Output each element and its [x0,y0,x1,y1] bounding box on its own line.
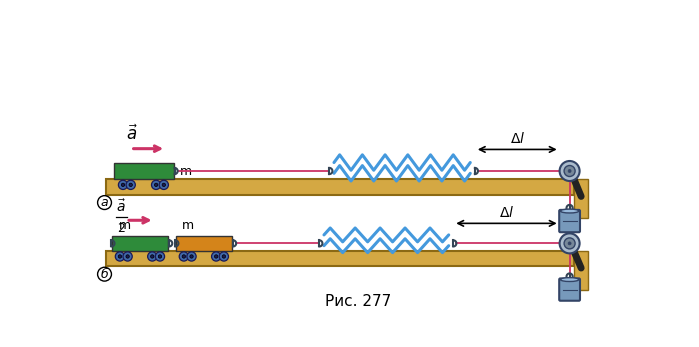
Text: $\vec{a}$: $\vec{a}$ [116,198,127,215]
Circle shape [215,255,218,258]
FancyBboxPatch shape [559,278,580,301]
Circle shape [154,183,158,187]
FancyBboxPatch shape [574,179,588,218]
Circle shape [155,252,164,261]
Circle shape [123,252,132,261]
Circle shape [118,180,128,189]
Circle shape [564,166,575,177]
Circle shape [150,255,154,258]
Ellipse shape [561,278,579,281]
Text: а: а [101,196,108,209]
Circle shape [222,255,226,258]
Circle shape [122,183,124,187]
Circle shape [568,169,571,172]
Circle shape [147,252,157,261]
Text: Рис. 277: Рис. 277 [325,294,391,308]
Circle shape [212,252,221,261]
FancyBboxPatch shape [113,236,168,251]
Circle shape [115,252,124,261]
Text: 2: 2 [117,222,125,235]
Text: m: m [118,219,131,232]
Ellipse shape [561,209,579,213]
Text: $\vec{a}$: $\vec{a}$ [126,125,138,144]
Circle shape [126,180,136,189]
Circle shape [179,252,189,261]
Circle shape [152,180,161,189]
Circle shape [568,242,571,245]
Circle shape [560,234,579,253]
Text: m: m [182,219,194,232]
FancyBboxPatch shape [559,210,580,232]
FancyBboxPatch shape [176,236,232,251]
Text: $\Delta l$: $\Delta l$ [499,205,514,220]
Circle shape [159,180,168,189]
Text: m: m [180,164,192,178]
Text: $\Delta l$: $\Delta l$ [510,132,525,146]
Circle shape [118,255,122,258]
Circle shape [126,255,129,258]
Circle shape [564,238,575,249]
FancyBboxPatch shape [106,179,574,195]
Text: б: б [101,268,108,281]
Circle shape [162,183,166,187]
FancyBboxPatch shape [574,251,588,290]
FancyBboxPatch shape [114,162,174,179]
Circle shape [187,252,196,261]
Circle shape [190,255,193,258]
Circle shape [158,255,161,258]
FancyBboxPatch shape [106,251,574,266]
Circle shape [182,255,185,258]
Circle shape [219,252,229,261]
Circle shape [560,161,579,181]
Circle shape [129,183,132,187]
